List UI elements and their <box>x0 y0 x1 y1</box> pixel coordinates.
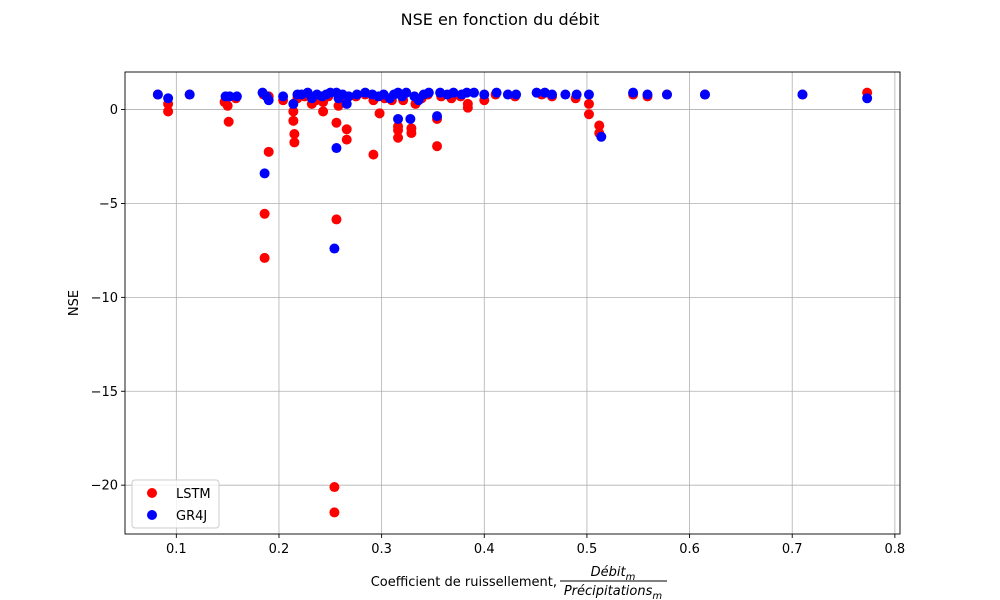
point-lstm <box>331 117 342 128</box>
point-lstm <box>393 132 404 143</box>
point-lstm <box>393 125 404 136</box>
y-tick-label: −20 <box>91 479 118 494</box>
point-gr4j <box>661 89 672 100</box>
y-tick-label: −15 <box>91 385 118 400</box>
legend-label-gr4j: GR4J <box>176 509 207 524</box>
y-axis-label: NSE <box>67 290 82 316</box>
point-gr4j <box>699 89 710 100</box>
point-gr4j <box>531 87 542 98</box>
point-gr4j <box>511 89 522 100</box>
x-tick-label: 0.1 <box>166 542 187 557</box>
x-tick-label: 0.4 <box>474 542 495 557</box>
x-axis-label-text: Coefficient de ruissellement, <box>371 575 557 590</box>
point-gr4j <box>491 87 502 98</box>
chart-title: NSE en fonction du débit <box>401 10 600 29</box>
x-axis-label: Coefficient de ruissellement, Débitm Pré… <box>371 565 667 600</box>
y-tick-label: −10 <box>91 291 118 306</box>
point-lstm <box>288 115 299 126</box>
point-gr4j <box>152 89 163 100</box>
point-lstm <box>406 128 417 139</box>
point-gr4j <box>278 91 289 102</box>
point-gr4j <box>596 131 607 142</box>
point-lstm <box>163 106 174 117</box>
point-lstm <box>223 116 234 127</box>
point-gr4j <box>432 111 443 122</box>
point-lstm <box>329 482 340 493</box>
point-gr4j <box>628 87 639 98</box>
point-gr4j <box>184 89 195 100</box>
point-lstm <box>594 120 605 131</box>
point-gr4j <box>393 113 404 124</box>
point-lstm <box>333 100 344 111</box>
point-gr4j <box>547 89 558 100</box>
point-gr4j <box>351 89 362 100</box>
point-gr4j <box>560 89 571 100</box>
x-tick-label: 0.6 <box>679 542 700 557</box>
legend-marker-lstm <box>147 488 157 498</box>
point-lstm <box>374 108 385 119</box>
point-lstm <box>289 137 300 148</box>
point-gr4j <box>642 89 653 100</box>
y-tick-label: 0 <box>110 103 118 118</box>
point-gr4j <box>405 113 416 124</box>
point-lstm <box>331 214 342 225</box>
point-gr4j <box>288 98 299 109</box>
point-gr4j <box>231 91 242 102</box>
point-gr4j <box>401 87 412 98</box>
point-gr4j <box>862 93 873 104</box>
point-gr4j <box>583 89 594 100</box>
point-gr4j <box>448 87 459 98</box>
point-gr4j <box>329 243 340 254</box>
x-tick-label: 0.7 <box>782 542 803 557</box>
x-tick-label: 0.8 <box>885 542 906 557</box>
grid <box>125 72 900 534</box>
point-gr4j <box>479 89 490 100</box>
y-tick-label: −5 <box>99 197 118 212</box>
plot-frame <box>124 71 901 535</box>
point-lstm <box>583 109 594 120</box>
point-lstm <box>259 208 270 219</box>
legend: LSTM GR4J <box>131 479 220 529</box>
point-lstm <box>259 252 270 263</box>
axis-ticks: 0.1 0.2 0.3 0.4 0.5 0.6 0.7 0.8 0 −5 −10 −15 −20 <box>91 103 906 557</box>
point-gr4j <box>469 87 480 98</box>
point-gr4j <box>259 168 270 179</box>
point-lstm <box>368 149 379 160</box>
point-lstm <box>329 507 340 518</box>
x-tick-label: 0.5 <box>577 542 598 557</box>
point-gr4j <box>502 89 513 100</box>
point-lstm <box>288 106 299 117</box>
point-lstm <box>318 106 329 117</box>
legend-label-lstm: LSTM <box>176 487 211 502</box>
point-gr4j <box>263 95 274 106</box>
point-gr4j <box>461 87 472 98</box>
point-lstm <box>222 100 233 111</box>
point-gr4j <box>797 89 808 100</box>
point-lstm <box>462 102 473 113</box>
point-lstm <box>432 141 443 152</box>
point-gr4j <box>343 91 354 102</box>
legend-marker-gr4j <box>147 510 157 520</box>
point-gr4j <box>224 91 235 102</box>
point-lstm <box>263 146 274 157</box>
point-lstm <box>289 128 300 139</box>
x-tick-label: 0.2 <box>269 542 290 557</box>
point-gr4j <box>341 98 352 109</box>
x-axis-label-denominator: Précipitationsm <box>564 584 663 600</box>
point-gr4j <box>331 143 342 154</box>
point-lstm <box>583 98 594 109</box>
x-tick-label: 0.3 <box>371 542 392 557</box>
point-gr4j <box>423 87 434 98</box>
x-axis-label-numerator: Débitm <box>591 565 636 583</box>
data-points <box>152 87 873 518</box>
point-lstm <box>341 124 352 135</box>
point-gr4j <box>571 89 582 100</box>
point-gr4j <box>163 93 174 104</box>
point-lstm <box>341 134 352 145</box>
